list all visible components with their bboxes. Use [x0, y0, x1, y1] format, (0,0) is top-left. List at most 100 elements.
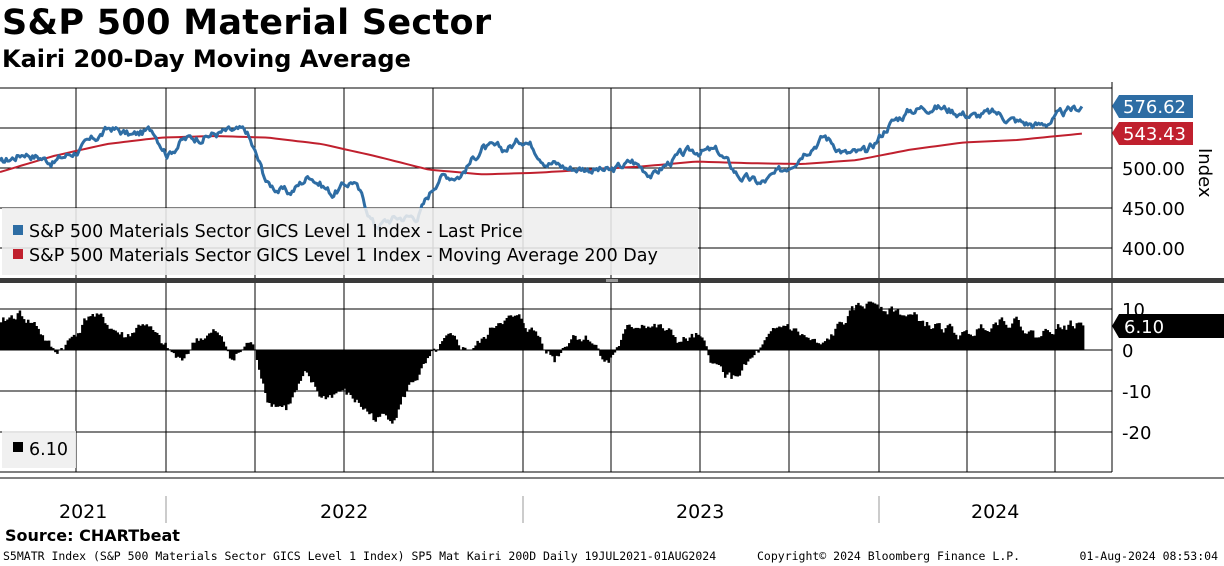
kairi-bar — [29, 322, 32, 350]
kairi-bar — [166, 348, 169, 350]
kairi-bar — [628, 324, 631, 350]
kairi-bar — [761, 344, 764, 350]
kairi-bar — [759, 347, 762, 350]
kairi-bar — [401, 350, 404, 397]
kairi-bar — [291, 350, 294, 398]
kairi-bar — [867, 301, 871, 350]
kairi-bar — [39, 334, 42, 350]
kairi-bar — [382, 350, 386, 414]
kairi-bar — [1073, 328, 1076, 350]
kairi-bar — [547, 350, 550, 352]
kairi-bar — [821, 342, 825, 350]
kairi-bar — [493, 327, 496, 350]
kairi-bar — [395, 350, 398, 418]
kairi-bar — [328, 350, 332, 396]
kairi-bar — [176, 350, 180, 357]
kairi-bar — [921, 320, 925, 350]
kairi-bar — [424, 350, 427, 364]
kairi-bar — [58, 350, 61, 351]
kairi-bar — [461, 347, 465, 350]
kairi-bar — [767, 333, 771, 350]
kairi-bar — [986, 331, 989, 350]
kairi-bar — [796, 331, 800, 350]
kairi-bar — [72, 334, 76, 350]
kairi-bar — [1061, 329, 1064, 350]
kairi-bar — [930, 329, 933, 350]
kairi-bar — [746, 350, 750, 362]
kairi-bar — [613, 350, 617, 353]
kairi-bar — [1065, 329, 1068, 350]
kairi-bar — [293, 350, 296, 393]
kairi-bar — [432, 348, 436, 350]
kairi-bar — [22, 319, 26, 350]
kairi-bar — [1002, 321, 1006, 350]
kairi-bar — [890, 306, 893, 350]
kairi-bar — [617, 346, 621, 350]
kairi-bar — [688, 337, 692, 350]
kairi-bar — [769, 331, 773, 350]
kairi-bar — [353, 350, 357, 403]
kairi-bar — [647, 326, 650, 350]
kairi-bar — [749, 350, 752, 359]
kairi-bar — [351, 350, 355, 399]
kairi-bar — [77, 333, 80, 350]
kairi-bar — [262, 350, 265, 384]
kairi-bar — [503, 320, 506, 350]
kairi-bar — [721, 350, 725, 372]
kairi-bar — [765, 337, 769, 350]
kairi-bar — [260, 350, 263, 379]
kairi-bar — [99, 313, 103, 350]
kairi-bar — [174, 350, 178, 358]
kairi-bar — [255, 350, 259, 360]
kairi-bar — [116, 332, 119, 350]
kairi-bar — [239, 350, 242, 353]
kairi-bar — [603, 350, 606, 362]
kairi-bar — [882, 311, 885, 350]
kairi-bar — [942, 332, 945, 350]
kairi-bar — [817, 343, 821, 350]
kairi-bar — [586, 339, 590, 350]
y-tick-500: 500.00 — [1122, 159, 1185, 180]
kairi-bar — [1077, 322, 1081, 350]
grid-lines — [0, 82, 1113, 473]
kairi-bar — [172, 350, 176, 354]
kairi-bar — [936, 323, 939, 350]
kairi-bar — [744, 350, 748, 365]
kairi-bar — [1042, 330, 1045, 350]
kairi-bar — [337, 350, 340, 392]
kairi-bar — [734, 350, 737, 377]
kairi-bar — [359, 350, 363, 407]
kairi-bar — [828, 339, 831, 350]
kairi-bar — [590, 343, 594, 350]
kairi-bar — [948, 323, 952, 350]
kairi-bar — [101, 317, 105, 350]
kairi-bar — [568, 343, 571, 350]
kairi-bar — [160, 343, 163, 350]
kairi-last-value: 6.10 — [1124, 317, 1164, 338]
kairi-bar — [536, 335, 540, 350]
kairi-bar — [195, 338, 199, 350]
panel-resize-handle[interactable] — [606, 279, 618, 282]
kairi-bar — [237, 350, 240, 353]
kairi-bar — [811, 339, 814, 350]
kairi-bar — [324, 350, 328, 400]
kairi-bar — [932, 328, 935, 350]
kairi-bar — [49, 346, 53, 350]
kairi-bar — [961, 332, 964, 350]
kairi-bar — [667, 328, 671, 350]
kairi-bar — [557, 350, 561, 357]
legend-ma-label: S&P 500 Materials Sector GICS Level 1 In… — [29, 246, 658, 266]
kairi-bar — [886, 314, 889, 350]
kairi-bar — [909, 314, 912, 350]
kairi-bar — [445, 335, 448, 350]
legend-kairi-label: 6.10 — [29, 440, 68, 460]
kairi-bar — [62, 349, 65, 351]
kairi-bar — [697, 334, 700, 350]
kairi-bar — [674, 337, 677, 350]
kairi-bar — [87, 316, 90, 350]
kairi-bar — [869, 301, 873, 350]
kairi-bar — [518, 314, 521, 350]
kairi-bar — [711, 350, 714, 364]
x-year-2024: 2024 — [971, 501, 1019, 523]
kairi-bar — [93, 316, 97, 350]
